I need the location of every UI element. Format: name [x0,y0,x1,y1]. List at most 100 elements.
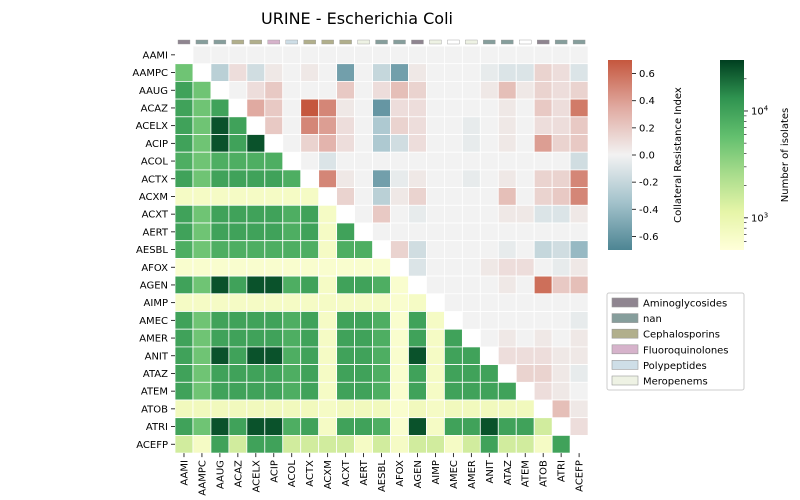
isolates-cell [174,364,194,383]
legend-swatch [611,360,639,370]
cri-cell [443,204,463,224]
cri-cell [282,98,302,118]
cri-cell [443,275,463,295]
cri-cell [461,204,481,224]
cri-cell [318,134,338,153]
isolates-cell [174,151,194,171]
isolates-cell [300,222,320,242]
cri-cell [408,204,427,224]
cri-cell [372,222,391,242]
isolates-cell [210,399,230,419]
cri-cell [497,187,517,206]
cri-cell [264,63,284,82]
cri-cell [461,63,481,82]
cri-cell [497,63,517,82]
cri-cell [497,151,517,171]
isolates-cell [210,240,230,259]
x-tick-label: ACIP [269,460,280,483]
isolates-cell [300,364,320,383]
cri-cell [551,293,571,312]
isolates-cell [497,417,517,436]
isolates-cell [210,381,230,401]
cri-cell [443,134,463,153]
isolates-cell [408,417,427,436]
cri-cell [479,151,499,171]
cri-cell [479,187,499,206]
isolates-cell [210,222,230,242]
isolates-cell [246,204,266,224]
isolates-cell [282,240,302,259]
isolates-cell [372,346,391,365]
cri-cell [479,275,499,295]
isolates-cell [515,399,535,419]
y-tick-label: ACXT [142,210,169,221]
cri-cell [533,293,553,312]
cri-cell [282,45,302,65]
cri-cell [479,240,499,259]
cri-cell [408,222,427,242]
cri-cell [551,381,571,401]
isolates-cell [479,434,499,454]
isolates-cell [282,222,302,242]
cri-cell [372,45,391,65]
isolates-cell [228,328,248,348]
cri-cell [426,45,445,65]
isolates-cell [210,434,230,454]
cri-cell [569,311,589,330]
cri-cell [569,151,589,171]
isolates-cell [282,328,302,348]
cri-cell [443,81,463,100]
legend-entry-label: Aminoglycosides [643,299,727,310]
isolates-cell [210,328,230,348]
x-tick-label: AMEC [449,460,460,489]
cri-cell [426,116,445,135]
cri-cell [569,63,589,82]
isolates-cell [354,417,373,436]
cri-cell [497,98,517,118]
cri-cell [390,222,409,242]
cri-cell [479,116,499,135]
isolates-cell [443,381,463,401]
class-strip-cell [537,39,550,45]
isolates-cell [336,364,356,383]
cri-cell [426,275,445,295]
cri-cell [533,151,553,171]
cri-cell [515,328,535,348]
cri-cell [461,151,481,171]
isolates-cell [210,204,230,224]
cri-cell [408,98,427,118]
cri-cell [551,328,571,348]
isolates-cell [228,240,248,259]
isolates-cell [318,364,338,383]
isolates-cell [174,169,194,188]
isolates-cell [372,311,391,330]
isolates-cell [300,275,320,295]
cri-cell [497,275,517,295]
isolates-cell [246,364,266,383]
cri-cell [390,240,409,259]
cri-cell [372,151,391,171]
isolates-cell [318,222,338,242]
legend-entry-label: nan [643,314,662,325]
isolates-cell [300,399,320,419]
isolates-cell [300,240,320,259]
isolates-cell [551,434,571,454]
cri-cell [426,169,445,188]
cri-cell [408,134,427,153]
cri-cell [551,134,571,153]
isolates-cell [192,222,212,242]
cri-cell [354,45,373,65]
isolates-cell [282,381,302,401]
isolates-cell [300,381,320,401]
legend-entry-label: Cephalosporins [643,330,720,341]
isolates-cell [390,328,409,348]
x-tick-label: AAMPC [197,460,208,496]
isolates-cell [318,257,338,277]
cri-cell [515,63,535,82]
class-strip-cell [339,39,352,45]
isolates-cell [300,204,320,224]
x-tick-label: ACTX [305,460,316,487]
isolates-cell [174,399,194,419]
cri-cell [461,187,481,206]
